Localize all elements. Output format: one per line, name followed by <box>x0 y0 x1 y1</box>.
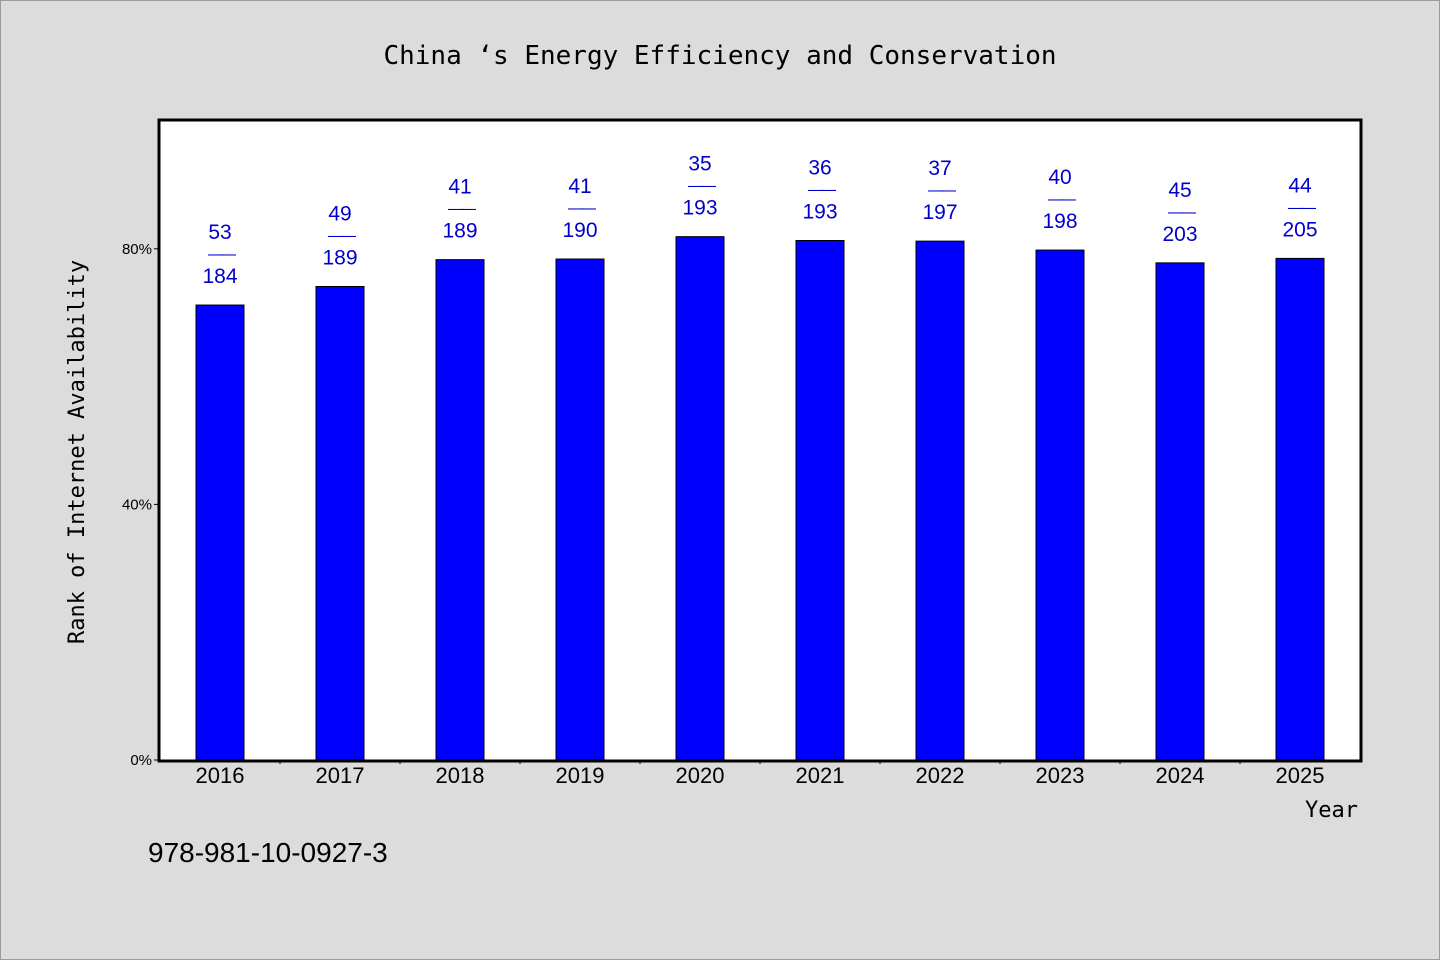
data-label-separator: —— <box>1048 191 1076 208</box>
data-label-bottom: 184 <box>202 265 237 288</box>
bar-2018 <box>435 259 485 761</box>
data-label-separator: —— <box>928 182 956 199</box>
data-label-separator: —— <box>1168 204 1196 221</box>
x-axis-label: Year <box>1305 798 1358 823</box>
data-label-separator: —— <box>808 181 836 198</box>
data-label-top: 41 <box>568 175 591 198</box>
x-tick-label: 2024 <box>1156 763 1205 788</box>
chart-title: China ‘s Energy Efficiency and Conservat… <box>383 41 1056 71</box>
x-tick-label: 2020 <box>676 763 725 788</box>
x-tick-label: 2023 <box>1036 763 1085 788</box>
data-label-top: 35 <box>688 153 711 176</box>
bar-2020 <box>675 236 725 761</box>
data-label-separator: —— <box>208 246 236 263</box>
x-tick-label: 2017 <box>316 763 365 788</box>
y-tick-label: 40% <box>122 496 152 513</box>
data-label-separator: —— <box>688 178 716 195</box>
data-label-top: 44 <box>1288 174 1312 197</box>
y-axis: 0% 40% 80% <box>122 241 160 769</box>
data-label-bottom: 197 <box>922 201 957 224</box>
bar-2017 <box>315 286 365 761</box>
isbn-text: 978-981-10-0927-3 <box>148 837 388 868</box>
bar-2019 <box>555 258 605 761</box>
x-tick-label: 2025 <box>1276 763 1325 788</box>
data-label-bottom: 190 <box>562 219 597 242</box>
data-label-top: 37 <box>928 157 951 180</box>
data-label-top: 36 <box>808 156 831 179</box>
bar-2016 <box>195 304 245 761</box>
bars-group <box>195 236 1325 761</box>
data-label-top: 53 <box>208 221 231 244</box>
data-label-separator: —— <box>328 228 356 245</box>
bar-2025 <box>1275 257 1325 761</box>
data-label-separator: —— <box>1288 199 1316 216</box>
data-label-bottom: 198 <box>1042 210 1077 233</box>
y-tick-label: 80% <box>122 241 152 258</box>
x-tick-label: 2019 <box>556 763 605 788</box>
x-tick-label: 2022 <box>916 763 965 788</box>
data-label-top: 40 <box>1048 166 1071 189</box>
y-axis-label: Rank of Internet Availability <box>65 260 90 644</box>
data-label-separator: —— <box>448 201 476 218</box>
data-label-separator: —— <box>568 200 596 217</box>
bar-2021 <box>795 239 845 761</box>
x-tick-label: 2021 <box>796 763 845 788</box>
data-label-top: 45 <box>1168 179 1191 202</box>
x-axis: 2016 2017 2018 2019 2020 2021 2022 2023 2024 2025 <box>196 760 1325 788</box>
data-label-bottom: 193 <box>682 197 717 220</box>
data-label-bottom: 203 <box>1162 223 1197 246</box>
y-tick-label: 0% <box>130 752 152 769</box>
data-label-bottom: 189 <box>442 220 477 243</box>
data-label-bottom: 189 <box>322 247 357 270</box>
x-tick-label: 2016 <box>196 763 245 788</box>
bar-2022 <box>915 240 965 761</box>
data-label-top: 41 <box>448 176 471 199</box>
data-label-top: 49 <box>328 203 351 226</box>
bar-2023 <box>1035 249 1085 761</box>
data-label-bottom: 193 <box>802 200 837 223</box>
data-label-bottom: 205 <box>1282 218 1317 241</box>
bar-2024 <box>1155 262 1205 761</box>
x-tick-label: 2018 <box>436 763 485 788</box>
